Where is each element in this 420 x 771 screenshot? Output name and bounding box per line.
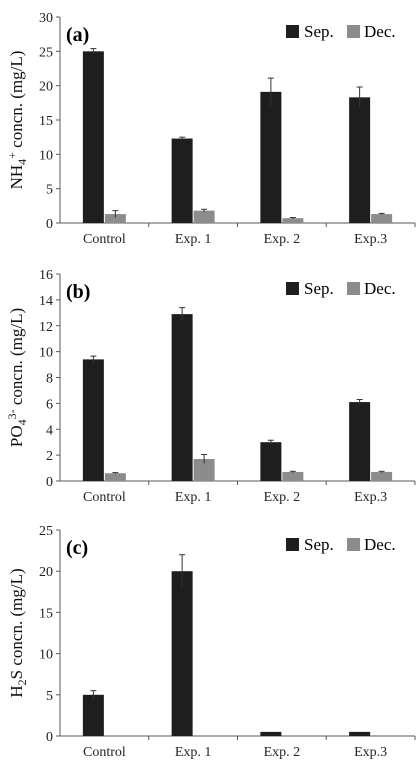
x-tick-label: Exp. 2 [264,232,301,247]
y-tick-label: 4 [46,423,53,438]
bar-dec [282,218,304,223]
y-tick-label: 16 [39,268,53,283]
legend-swatch-dec [347,538,360,551]
legend-label-sep: Sep. [304,535,334,554]
y-tick-label: 6 [46,397,53,412]
y-axis-label: H2S concn. (mg/L) [7,568,29,697]
legend-label-dec: Dec. [364,279,396,298]
bar-sep [349,402,371,481]
bar-dec [371,214,393,223]
x-tick-label: Control [83,490,126,505]
y-axis-label-rest: S concn. (mg/L) [7,568,26,679]
bar-sep [260,731,282,736]
x-tick-label: Exp. 1 [175,745,212,760]
y-tick-label: 15 [39,606,53,621]
legend-swatch-sep [286,25,299,38]
x-tick-label: Exp.3 [354,745,387,760]
y-tick-label: 12 [39,320,53,335]
y-tick-label: 15 [39,114,53,129]
x-tick-label: Exp. 2 [264,490,301,505]
y-axis-label-sup: 3- [5,409,19,419]
bar-dec [371,471,393,481]
x-tick-label: Control [83,745,126,760]
chart-panel-3: 0 5 10 15 20 25 Control Exp. 1 Exp. 2 Exp.3 (c) Sep… [7,524,416,760]
y-tick-label: 0 [46,475,53,490]
bar-sep [349,97,371,223]
y-axis-label-sub: 2 [15,679,29,685]
bar-sep [171,571,193,736]
y-tick-label: 20 [39,80,53,95]
x-tick-label: Exp. 1 [175,490,212,505]
bar-sep [82,694,104,736]
y-axis-label-base: H [7,685,26,697]
y-tick-label: 5 [46,183,53,198]
bar-sep [260,442,282,481]
y-axis-label-rest: concn. (mg/L) [7,51,26,153]
y-tick-label: 25 [39,524,53,539]
y-axis-label-sub: 4 [15,159,29,165]
y-tick-label: 14 [39,294,53,309]
y-axis-label-sub: 4 [15,419,29,425]
y-tick-label: 30 [39,11,53,26]
bar-sep [260,91,282,223]
y-axis-label-base: NH [7,165,26,190]
y-tick-label: 0 [46,217,53,232]
x-tick-label: Exp. 2 [264,745,301,760]
y-tick-label: 0 [46,730,53,745]
panel-label: (c) [66,537,88,559]
bar-dec [104,473,126,481]
x-tick-label: Exp.3 [354,490,387,505]
bar-dec [193,210,215,223]
legend-label-sep: Sep. [304,279,334,298]
legend-label-dec: Dec. [364,535,396,554]
y-axis-label-rest: concn. (mg/L) [7,308,26,410]
y-tick-label: 10 [39,346,53,361]
x-tick-label: Control [83,232,126,247]
legend-label-dec: Dec. [364,22,396,41]
bar-sep [171,314,193,481]
bar-sep [82,359,104,481]
chart-panel-2: 0 2 4 6 8 10 12 14 16 Control Exp. 1 Exp. 2 Exp.3 (b)… [5,268,416,505]
legend-swatch-dec [347,25,360,38]
panel-label: (b) [66,281,90,303]
bar-dec [193,459,215,481]
legend-swatch-dec [347,282,360,295]
y-tick-label: 5 [46,689,53,704]
legend-label-sep: Sep. [304,22,334,41]
bar-dec [282,471,304,481]
y-tick-label: 2 [46,449,53,464]
bar-sep [349,731,371,736]
y-axis-label: NH4+ concn. (mg/L) [5,51,29,190]
y-axis-label: PO43- concn. (mg/L) [5,308,29,447]
y-tick-label: 10 [39,648,53,663]
x-tick-label: Exp. 1 [175,232,212,247]
panel-label: (a) [66,24,89,46]
bar-sep [82,51,104,224]
x-tick-label: Exp.3 [354,232,387,247]
legend-swatch-sep [286,282,299,295]
legend-swatch-sep [286,538,299,551]
bar-dec [104,214,126,223]
y-tick-label: 8 [46,372,53,387]
y-tick-label: 25 [39,45,53,60]
chart-panel-1: 0 5 10 15 20 25 30 Control Exp. 1 Exp. 2 Exp.3 (a) S… [5,11,416,247]
y-axis-label-base: PO [7,425,26,447]
y-tick-label: 20 [39,565,53,580]
bar-sep [171,138,193,223]
y-axis-label-sup: + [5,152,19,159]
y-tick-label: 10 [39,148,53,163]
